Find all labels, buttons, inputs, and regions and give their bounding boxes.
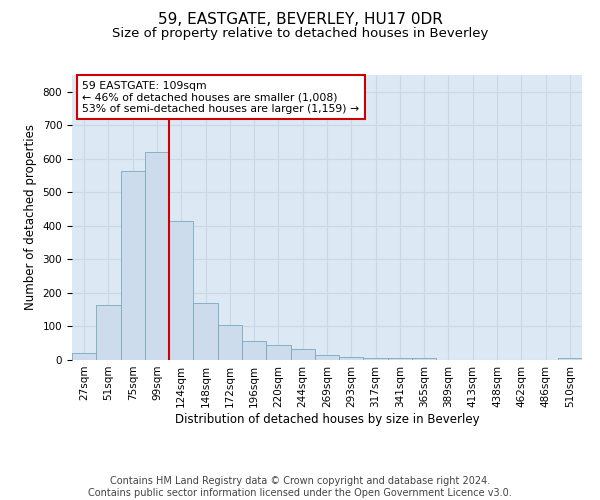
X-axis label: Distribution of detached houses by size in Beverley: Distribution of detached houses by size … [175,412,479,426]
Bar [558,358,582,360]
Text: 59 EASTGATE: 109sqm
← 46% of detached houses are smaller (1,008)
53% of semi-det: 59 EASTGATE: 109sqm ← 46% of detached ho… [82,80,359,114]
Text: Contains HM Land Registry data © Crown copyright and database right 2024.
Contai: Contains HM Land Registry data © Crown c… [88,476,512,498]
Bar [218,325,242,360]
Bar [72,354,96,360]
Text: Size of property relative to detached houses in Beverley: Size of property relative to detached ho… [112,28,488,40]
Bar [266,345,290,360]
Bar [96,304,121,360]
Bar [169,221,193,360]
Bar [364,358,388,360]
Bar [145,152,169,360]
Bar [193,303,218,360]
Bar [242,341,266,360]
Bar [290,349,315,360]
Bar [388,358,412,360]
Bar [339,356,364,360]
Bar [121,170,145,360]
Text: 59, EASTGATE, BEVERLEY, HU17 0DR: 59, EASTGATE, BEVERLEY, HU17 0DR [158,12,442,28]
Bar [412,358,436,360]
Bar [315,355,339,360]
Y-axis label: Number of detached properties: Number of detached properties [24,124,37,310]
